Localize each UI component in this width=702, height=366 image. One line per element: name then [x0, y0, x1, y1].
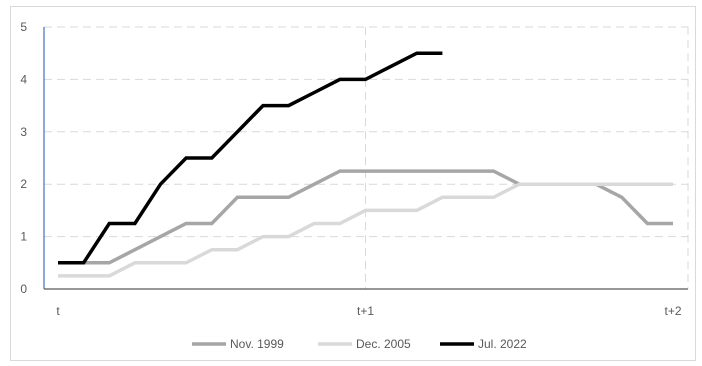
x-tick-label: t+1 [357, 304, 374, 318]
y-tick-label: 4 [20, 72, 27, 86]
legend-label: Jul. 2022 [478, 337, 527, 351]
legend: Nov. 1999 Dec. 2005 Jul. 2022 [192, 337, 527, 351]
series-line-jul-2022 [58, 51, 443, 265]
y-tick-label: 2 [20, 177, 27, 191]
y-tick-label: 5 [20, 20, 27, 34]
series-line-dec-2005 [58, 182, 673, 278]
y-tick-label: 3 [20, 125, 27, 139]
y-tick-label: 0 [20, 282, 27, 296]
y-tick-label: 1 [20, 230, 27, 244]
x-tick-labels: t t+1 t+2 [56, 304, 682, 318]
grid-layer [44, 26, 689, 289]
legend-label: Dec. 2005 [356, 337, 411, 351]
x-tick-label: t [56, 304, 60, 318]
x-tick-label: t+2 [664, 304, 681, 318]
y-tick-labels: 0 1 2 3 4 5 [20, 20, 27, 296]
legend-label: Nov. 1999 [230, 337, 284, 351]
axis-layer [43, 27, 688, 290]
series-layer [58, 51, 673, 278]
